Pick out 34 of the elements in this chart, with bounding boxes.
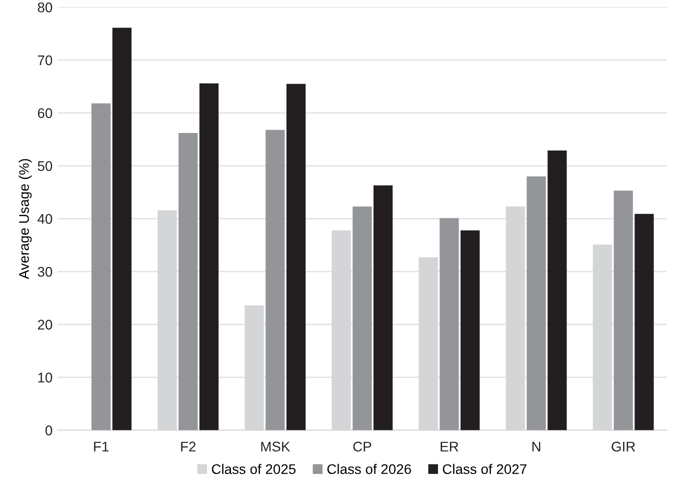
bar [374, 185, 393, 430]
y-tick-label: 40 [38, 214, 52, 224]
y-tick-label: 30 [38, 266, 52, 277]
x-tick-label: MSK [261, 442, 290, 452]
x-tick-label: CP [353, 442, 372, 452]
bar [634, 214, 654, 430]
bar [286, 84, 306, 430]
bar [91, 103, 111, 430]
y-tick-label: 70 [38, 55, 52, 66]
y-tick-label: 10 [38, 372, 52, 382]
bar [352, 206, 372, 430]
bar [614, 190, 633, 430]
y-tick-label: 50 [38, 161, 52, 171]
legend-label: Class of 2025 [212, 464, 296, 474]
y-tick-label: 80 [38, 2, 52, 12]
bar [178, 133, 198, 430]
x-tick-label: GIR [612, 442, 636, 452]
bar [266, 130, 285, 430]
bar [199, 83, 219, 430]
x-tick-label: N [532, 442, 540, 452]
x-tick-label: ER [440, 442, 458, 452]
bar [112, 28, 132, 430]
x-tick-label: F2 [181, 442, 196, 452]
y-tick-label: 60 [38, 108, 52, 118]
bar [460, 230, 480, 430]
y-tick-label: 0 [46, 426, 52, 436]
y-axis-title: Average Usage (%) [18, 159, 32, 280]
legend-label: Class of 2027 [442, 464, 526, 474]
bar [440, 218, 459, 430]
y-tick-label: 20 [38, 320, 52, 330]
bar [548, 150, 567, 430]
x-tick-label: F1 [94, 442, 108, 452]
legend-label: Class of 2026 [327, 464, 411, 474]
bar [526, 176, 546, 430]
